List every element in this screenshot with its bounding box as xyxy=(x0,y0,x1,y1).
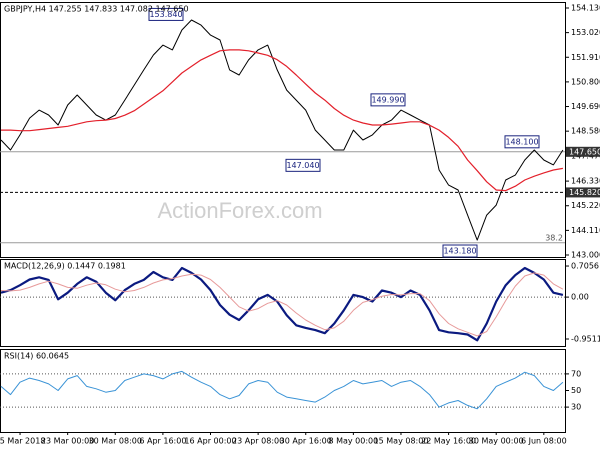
annotation-box xyxy=(285,158,321,172)
y-tick-label: 70 xyxy=(571,369,581,378)
series-line xyxy=(1,49,563,192)
y-tick-label: 154.130 xyxy=(571,3,600,12)
y-tick-label: -0.9511 xyxy=(571,335,600,344)
x-tick-label: 22 May 16:00 xyxy=(421,437,476,446)
y-tick-label: 150.800 xyxy=(571,77,600,86)
x-tick-label: 30 May 00:00 xyxy=(469,437,524,446)
x-tick-label: 15 May 08:00 xyxy=(374,437,429,446)
price-tag-label: 147.650 xyxy=(569,147,600,156)
x-tick-label: 30 Mar 08:00 xyxy=(89,437,142,446)
x-tick-label: 15 Mar 2018 xyxy=(0,437,45,446)
panel-title: GBPJPY,H4 147.255 147.833 147.082 147.65… xyxy=(4,5,189,14)
y-tick-label: 144.110 xyxy=(571,226,600,235)
price-tag xyxy=(566,146,600,157)
x-tick-label: 23 Mar 00:00 xyxy=(41,437,94,446)
annotation-box xyxy=(148,7,184,21)
annotation-label: 143.180 xyxy=(443,247,476,256)
x-tick-label: 6 Apr 16:00 xyxy=(139,437,186,446)
series-line xyxy=(0,266,564,342)
y-tick-label: 148.580 xyxy=(571,127,600,136)
annotation-label: 153.840 xyxy=(149,10,182,19)
panel-frame xyxy=(0,349,566,433)
price-tag xyxy=(566,187,600,198)
price-tag-label: 145.820 xyxy=(569,188,600,197)
panel-frame xyxy=(0,259,566,347)
series-line xyxy=(0,272,564,337)
x-tick-label: 8 May 00:00 xyxy=(328,437,378,446)
y-tick-label: 143.000 xyxy=(571,251,600,260)
x-tick-label: 6 Jun 08:00 xyxy=(521,437,567,446)
annotation-label: 148.100 xyxy=(505,137,538,146)
y-tick-label: 145.220 xyxy=(571,201,600,210)
annotation-label: 149.990 xyxy=(371,95,404,104)
y-tick-label: 30 xyxy=(571,403,581,412)
y-tick-label: 153.020 xyxy=(571,28,600,37)
annotation-box xyxy=(370,93,406,107)
panel-frame xyxy=(0,2,566,258)
panel-title: MACD(12,26,9) 0.1447 0.1981 xyxy=(4,262,126,271)
annotation-label: 147.040 xyxy=(286,161,319,170)
x-tick-label: 23 Apr 08:00 xyxy=(232,437,284,446)
y-tick-label: 0.00 xyxy=(571,293,589,302)
watermark: ActionForex.com xyxy=(157,198,322,223)
y-tick-label: 146.330 xyxy=(571,177,600,186)
x-tick-label: 30 Apr 16:00 xyxy=(280,437,332,446)
y-tick-label: 151.910 xyxy=(571,53,600,62)
series-line xyxy=(0,19,564,241)
annotation-box xyxy=(442,244,478,258)
x-tick-label: 16 Apr 00:00 xyxy=(184,437,236,446)
y-tick-label: 149.690 xyxy=(571,102,600,111)
series-line xyxy=(0,370,564,410)
annotation-box xyxy=(504,135,540,149)
panel-title: RSI(14) 60.0645 xyxy=(4,352,69,361)
y-tick-label: 50 xyxy=(571,386,581,395)
level-label: 38.2 xyxy=(545,233,563,242)
y-tick-label: 0.7056 xyxy=(571,262,599,271)
